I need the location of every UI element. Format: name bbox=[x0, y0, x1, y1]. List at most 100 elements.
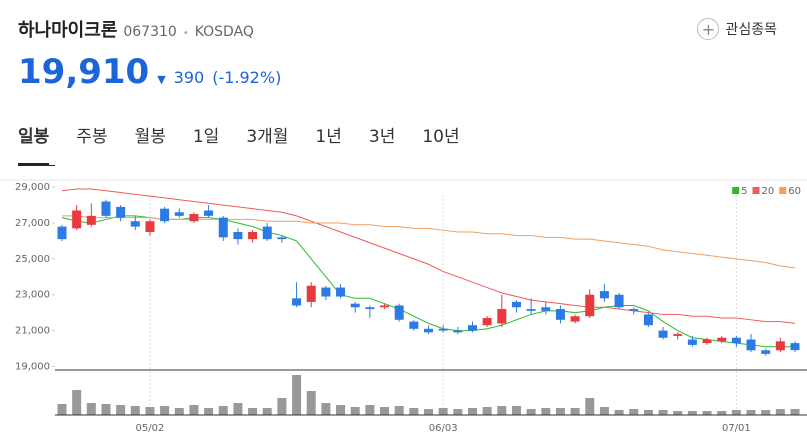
x-tick-label: 06/03 bbox=[429, 423, 458, 434]
legend-label: 5 bbox=[741, 186, 747, 197]
tab[interactable]: 3년 bbox=[368, 127, 396, 147]
volume-bar bbox=[585, 398, 595, 415]
candle-body bbox=[585, 294, 595, 317]
volume-bar bbox=[687, 411, 697, 415]
candle-body bbox=[643, 314, 653, 326]
candle-body bbox=[541, 307, 551, 311]
legend-swatch bbox=[732, 187, 740, 194]
volume-bar bbox=[424, 409, 433, 415]
ma-line bbox=[62, 215, 796, 269]
x-tick-label: 07/01 bbox=[722, 423, 751, 434]
candle-body bbox=[467, 325, 477, 331]
volume-bar bbox=[453, 409, 463, 415]
candle-body bbox=[57, 226, 67, 240]
volume-bar bbox=[746, 410, 756, 415]
candle-body bbox=[262, 226, 272, 240]
tab[interactable]: 월봉 bbox=[134, 127, 166, 147]
candle-body bbox=[717, 337, 727, 342]
candle-body bbox=[365, 307, 375, 310]
candle-body bbox=[350, 303, 360, 308]
candle-body bbox=[160, 208, 170, 222]
y-tick-label: 23,000 bbox=[15, 290, 50, 301]
legend-swatch bbox=[752, 187, 760, 194]
candle-body bbox=[72, 210, 82, 229]
volume-bar bbox=[57, 404, 67, 415]
candle-body bbox=[292, 298, 302, 306]
volume-bar bbox=[277, 398, 287, 415]
period-tabs: 일봉 주봉 월봉 1일 3개월 1년 3년 10년 bbox=[18, 122, 460, 165]
candle-body bbox=[629, 309, 639, 311]
volume-bar bbox=[673, 411, 683, 415]
x-tick-label: 05/02 bbox=[136, 423, 165, 434]
candle-body bbox=[731, 337, 741, 344]
candle-body bbox=[277, 237, 287, 240]
volume-bar bbox=[262, 408, 272, 415]
volume-bar bbox=[614, 410, 624, 415]
candle-body bbox=[321, 287, 331, 297]
candle-body bbox=[233, 231, 243, 240]
candle-body bbox=[306, 285, 316, 302]
legend-label: 20 bbox=[762, 186, 775, 197]
volume-bar bbox=[717, 411, 727, 415]
candle-body bbox=[145, 221, 155, 232]
candle-body bbox=[673, 334, 683, 336]
candle-body bbox=[746, 339, 756, 351]
candle-body bbox=[101, 201, 111, 216]
favorite-label: 관심종목 bbox=[725, 22, 777, 38]
candle-body bbox=[761, 350, 771, 354]
candle-body bbox=[790, 343, 800, 351]
candle-body bbox=[116, 206, 126, 218]
volume-bar bbox=[321, 403, 331, 415]
volume-bar bbox=[731, 410, 741, 415]
change-pct: (-1.92%) bbox=[212, 68, 282, 87]
volume-bar bbox=[467, 408, 477, 415]
tab[interactable]: 10년 bbox=[422, 127, 460, 147]
volume-bar bbox=[189, 405, 199, 415]
candle-body bbox=[687, 339, 697, 345]
volume-bar bbox=[218, 406, 228, 415]
change-arrow: ▼ bbox=[157, 73, 166, 86]
volume-bar bbox=[629, 409, 639, 415]
volume-bar bbox=[248, 408, 258, 415]
volume-bar bbox=[497, 406, 507, 415]
volume-bar bbox=[160, 406, 170, 415]
change: 390 bbox=[173, 68, 205, 87]
ma-line bbox=[61, 188, 796, 324]
volume-bar bbox=[350, 407, 360, 415]
y-tick-label: 29,000 bbox=[15, 182, 50, 193]
favorite-button[interactable]: + 관심종목 bbox=[697, 18, 777, 40]
candle-body bbox=[336, 287, 346, 297]
volume-bar bbox=[204, 408, 214, 415]
stock-header: 하나마이크론 067310 • KOSDAQ bbox=[18, 16, 254, 42]
volume-bar bbox=[482, 407, 492, 415]
stock-code: 067310 bbox=[123, 24, 177, 40]
volume-bar bbox=[174, 408, 184, 415]
divider bbox=[18, 165, 55, 166]
tab[interactable]: 3개월 bbox=[246, 127, 289, 147]
volume-bar bbox=[292, 375, 302, 415]
candle-body bbox=[453, 330, 463, 333]
candle-body bbox=[482, 318, 492, 326]
y-tick-label: 25,000 bbox=[15, 254, 50, 265]
candle-body bbox=[424, 328, 433, 333]
price-row: 19,910 ▼ 390 (-1.92%) bbox=[18, 52, 281, 92]
candle-body bbox=[497, 309, 507, 324]
volume-bar bbox=[116, 405, 126, 415]
candle-body bbox=[599, 291, 609, 299]
volume-bar bbox=[702, 411, 712, 415]
y-tick-label: 21,000 bbox=[15, 326, 50, 337]
volume-bar bbox=[380, 407, 390, 415]
volume-bar bbox=[101, 404, 111, 415]
volume-bar bbox=[438, 408, 448, 415]
plus-icon: + bbox=[697, 18, 720, 40]
tab[interactable]: 1일 bbox=[192, 127, 220, 147]
tab[interactable]: 주봉 bbox=[76, 127, 108, 147]
candle-body bbox=[526, 309, 536, 311]
candle-body bbox=[380, 305, 390, 308]
volume-bar bbox=[599, 407, 609, 415]
tab[interactable]: 일봉 bbox=[18, 122, 50, 165]
y-tick-label: 19,000 bbox=[15, 361, 50, 372]
candle-body bbox=[555, 309, 565, 320]
tab[interactable]: 1년 bbox=[315, 127, 342, 147]
volume-bar bbox=[306, 391, 316, 415]
